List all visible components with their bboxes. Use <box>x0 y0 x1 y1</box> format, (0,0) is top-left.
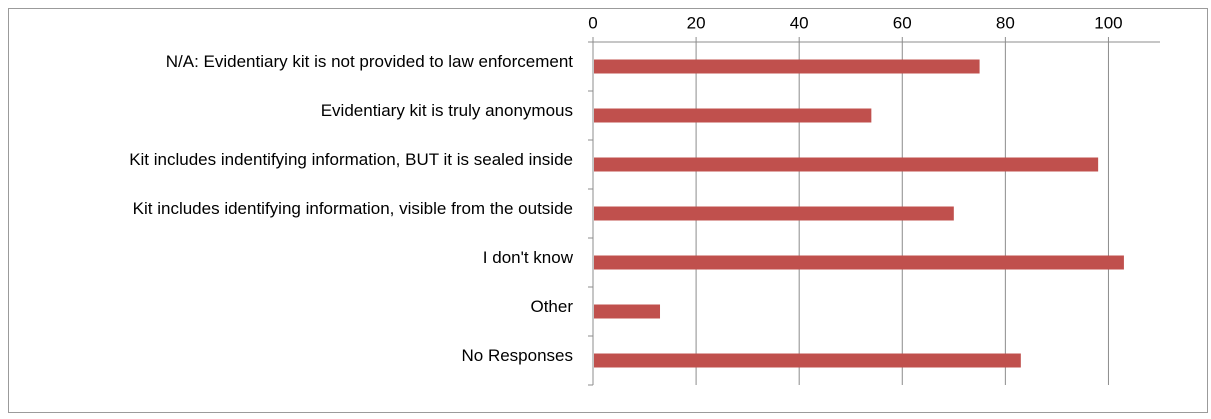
category-label: Kit includes indentifying information, B… <box>129 150 573 169</box>
x-tick-label: 20 <box>687 13 706 32</box>
category-labels: N/A: Evidentiary kit is not provided to … <box>129 52 574 365</box>
bar <box>594 60 980 74</box>
category-label: N/A: Evidentiary kit is not provided to … <box>166 52 574 71</box>
bar <box>594 207 954 221</box>
category-label: Evidentiary kit is truly anonymous <box>321 101 573 120</box>
x-tick-label: 0 <box>588 13 597 32</box>
category-label: I don't know <box>483 248 574 267</box>
bar <box>594 109 871 123</box>
category-label: No Responses <box>461 346 573 365</box>
x-tick-label: 60 <box>893 13 912 32</box>
bar <box>594 256 1124 270</box>
x-tick-label: 40 <box>790 13 809 32</box>
category-label: Other <box>530 297 573 316</box>
bar <box>594 158 1098 172</box>
x-tick-labels: 0 20 40 60 80 100 <box>588 13 1122 32</box>
category-label: Kit includes identifying information, vi… <box>133 199 573 218</box>
x-tick-label: 80 <box>996 13 1015 32</box>
bar <box>594 354 1021 368</box>
x-tick-label: 100 <box>1094 13 1122 32</box>
bars <box>594 60 1124 368</box>
bar <box>594 305 660 319</box>
